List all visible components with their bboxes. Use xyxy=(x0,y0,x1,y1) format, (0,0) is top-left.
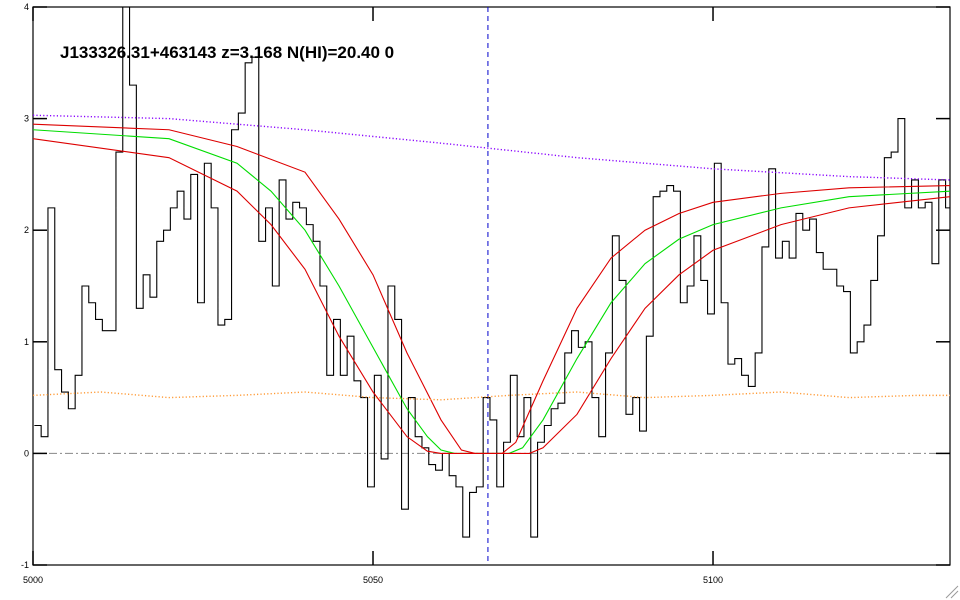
x-tick-label: 5100 xyxy=(703,575,723,585)
curve xyxy=(33,391,950,401)
y-tick-label: -1 xyxy=(21,560,29,570)
y-tick-label: 0 xyxy=(24,448,29,458)
y-tick-label: 2 xyxy=(24,225,29,235)
x-tick-label: 5000 xyxy=(23,575,43,585)
curve xyxy=(33,138,950,454)
plot-area xyxy=(33,7,950,565)
y-tick-label: 3 xyxy=(24,114,29,124)
y-tick-label: 1 xyxy=(24,337,29,347)
curve xyxy=(33,123,950,454)
resize-grip xyxy=(945,585,959,599)
x-tick-label: 5050 xyxy=(363,575,383,585)
chart-title: J133326.31+463143 z=3.168 N(HI)=20.40 0 xyxy=(60,43,394,62)
curve xyxy=(33,114,950,181)
y-tick-label: 4 xyxy=(24,2,29,12)
plot-frame xyxy=(32,6,951,566)
curve xyxy=(33,129,950,454)
spectrum xyxy=(34,7,950,538)
